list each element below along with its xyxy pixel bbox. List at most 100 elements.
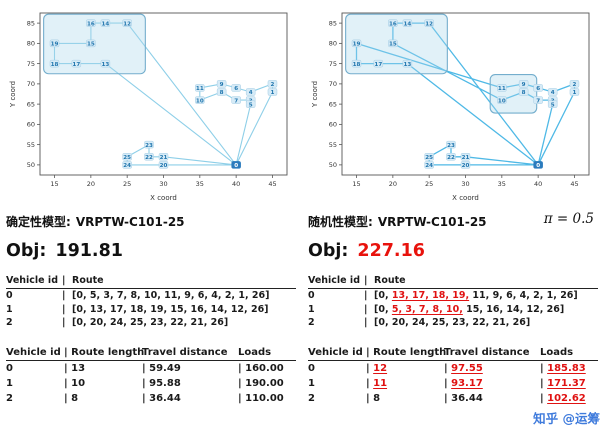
svg-text:9: 9 <box>522 82 526 88</box>
stats-table-header: Vehicle id | Route length Travel distance L… <box>6 345 296 362</box>
svg-text:15: 15 <box>87 42 95 48</box>
svg-text:80: 80 <box>27 40 35 48</box>
svg-text:18: 18 <box>353 62 361 68</box>
svg-text:35: 35 <box>196 180 204 188</box>
stats-cell: | 12 <box>366 361 444 376</box>
obj-value-right: 227.16 <box>357 241 425 261</box>
pi-parameter: π = 0.5 <box>543 211 594 227</box>
stat-value: 190.00 <box>245 378 284 390</box>
stats-header-cell: Travel distance <box>444 347 530 359</box>
svg-text:25: 25 <box>425 155 433 161</box>
vehicle-id-cell: 2 <box>6 317 13 329</box>
stats-cell: | 36.44 <box>444 391 540 406</box>
pipe-separator: | <box>366 393 374 405</box>
stats-table-row: 2 | 8 | 36.44 | 110.00 <box>6 391 296 406</box>
svg-text:7: 7 <box>536 98 540 104</box>
stats-table-right: Vehicle id | Route length Travel distance L… <box>308 345 598 406</box>
route-segment: [0, 13, 17, 18, 19, 15, 16, 14, 12, 26] <box>72 303 269 315</box>
route-segment: [0, 20, 24, 25, 23, 22, 21, 26] <box>374 317 531 329</box>
stats-header-cell: | Route length <box>64 347 145 359</box>
objective-line-right: Obj: 227.16 <box>308 241 598 261</box>
vehicle-id-cell: 2 <box>308 317 315 329</box>
stats-table-header: Vehicle id | Route length Travel distance L… <box>308 345 598 362</box>
svg-text:8: 8 <box>522 90 526 96</box>
pipe-separator: | <box>62 289 66 301</box>
stats-cell: | 185.83 <box>540 361 596 376</box>
routes-table-row: 2 | [0, 20, 24, 25, 23, 22, 21, 26] <box>308 316 598 330</box>
svg-text:4: 4 <box>249 90 253 96</box>
obj-label-right: Obj: <box>308 241 349 261</box>
pipe-separator: | <box>62 303 66 315</box>
pipe-separator: | <box>238 378 246 390</box>
svg-text:2: 2 <box>573 82 577 88</box>
svg-text:5: 5 <box>551 102 555 108</box>
routes-table-row: 0 | [0, 13, 17, 18, 19, 11, 9, 6, 4, 2, 1,… <box>308 289 598 303</box>
svg-text:20: 20 <box>160 163 168 169</box>
route-segment: 11, 9, 6, 4, 2, 1, 26] <box>469 289 578 301</box>
pipe-separator: | <box>364 303 368 315</box>
pipe-separator: | <box>62 317 66 329</box>
pipe-separator: | <box>540 363 548 375</box>
pipe-separator: | <box>142 378 150 390</box>
pipe-separator: | <box>238 363 246 375</box>
route-segment: [0, 5, 3, 7, 8, 10, 11, 9, 6, 4, 2, 1, 2… <box>72 289 270 301</box>
svg-text:12: 12 <box>425 21 433 27</box>
svg-text:22: 22 <box>145 155 153 161</box>
svg-text:18: 18 <box>51 62 59 68</box>
watermark: 知乎 @运筹 <box>533 411 600 426</box>
svg-text:40: 40 <box>534 180 542 188</box>
svg-text:80: 80 <box>329 40 337 48</box>
svg-text:15: 15 <box>389 42 397 48</box>
route-cell: [0, 13, 17, 18, 19, 11, 9, 6, 4, 2, 1, 2… <box>374 289 598 303</box>
routes-col-vehicle-id: Vehicle id <box>6 275 58 286</box>
svg-text:45: 45 <box>570 180 578 188</box>
svg-text:24: 24 <box>123 163 131 169</box>
svg-text:19: 19 <box>353 42 361 48</box>
svg-text:11: 11 <box>196 86 204 92</box>
svg-text:14: 14 <box>403 21 411 27</box>
svg-text:25: 25 <box>123 180 131 188</box>
model-title-line-left: 确定性模型: VRPTW-C101-25 <box>6 213 296 230</box>
svg-text:20: 20 <box>389 180 397 188</box>
svg-text:45: 45 <box>268 180 276 188</box>
pipe-separator: | <box>238 393 246 405</box>
svg-text:15: 15 <box>352 180 360 188</box>
svg-text:6: 6 <box>234 86 238 92</box>
svg-text:65: 65 <box>329 100 337 108</box>
panel-deterministic: 15 20 25 30 35 40 45 50 55 60 65 70 75 80 85 X coord Y c… <box>6 6 296 406</box>
node-markers: 0123456789101112131415161718192021222324… <box>351 19 580 169</box>
stat-value: 160.00 <box>245 363 284 375</box>
instance-name-left: VRPTW-C101-25 <box>75 215 185 229</box>
stats-table-row: 1 | 11 | 93.17 | 171.37 <box>308 376 598 391</box>
route-cell: [0, 5, 3, 7, 8, 10, 15, 16, 14, 12, 26] <box>374 303 598 317</box>
svg-text:23: 23 <box>447 143 455 149</box>
stat-value-changed: 93.17 <box>451 378 483 390</box>
svg-text:30: 30 <box>461 180 469 188</box>
svg-text:8: 8 <box>220 90 224 96</box>
svg-text:35: 35 <box>498 180 506 188</box>
pipe-separator: | <box>142 363 150 375</box>
stats-cell: | 36.44 <box>142 391 238 406</box>
stats-header-cell: Travel distance <box>142 347 228 359</box>
svg-text:70: 70 <box>329 80 337 88</box>
route-segment: 15, 16, 14, 12, 26] <box>462 303 565 315</box>
routes-table-right: Vehicle id | Route 0 | [0, 13, 17, 18, 19, 11… <box>308 274 598 330</box>
stat-value: 95.88 <box>149 378 181 390</box>
routes-table-left: Vehicle id | Route 0 | [0, 5, 3, 7, 8, 10, 11… <box>6 274 296 330</box>
route-segment: [0, 20, 24, 25, 23, 22, 21, 26] <box>72 317 229 329</box>
svg-text:24: 24 <box>425 163 433 169</box>
route-segment-changed: 5, 3, 7, 8, 10, <box>391 303 463 315</box>
two-column-layout: 15 20 25 30 35 40 45 50 55 60 65 70 75 80 85 X coord Y c… <box>6 6 598 406</box>
stats-cell: | 97.55 <box>444 361 540 376</box>
pipe-separator: | <box>64 378 72 390</box>
objective-line-left: Obj: 191.81 <box>6 241 296 261</box>
pipe-separator: | <box>364 317 368 329</box>
routes-col-route: Route <box>72 275 104 286</box>
svg-text:1: 1 <box>271 90 275 96</box>
svg-text:7: 7 <box>234 98 238 104</box>
stats-table-left: Vehicle id | Route length Travel distance L… <box>6 345 296 406</box>
svg-text:17: 17 <box>374 62 382 68</box>
stats-table-row: 0 | 13 | 59.49 | 160.00 <box>6 361 296 376</box>
